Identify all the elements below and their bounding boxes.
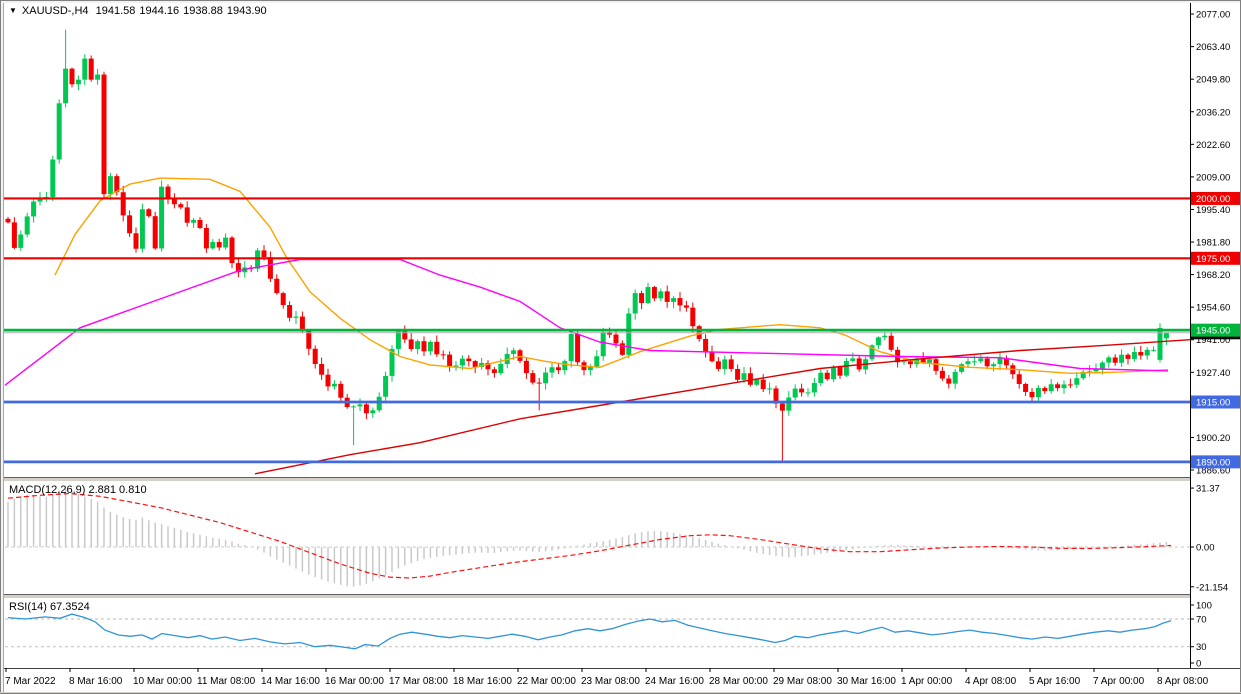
svg-text:23 Mar 08:00: 23 Mar 08:00 [581, 676, 640, 687]
svg-text:1941.00: 1941.00 [1196, 335, 1230, 346]
macd-indicator-label: MACD(12,26,9) 2.881 0.810 [9, 484, 147, 496]
panel-splitter-bar[interactable] [0, 595, 1241, 598]
ma-mid-magenta [4, 258, 1169, 386]
ohlc-high: 1944.16 [139, 5, 180, 17]
svg-text:70: 70 [1196, 614, 1207, 625]
svg-text:10 Mar 00:00: 10 Mar 00:00 [133, 676, 192, 687]
svg-text:28 Mar 00:00: 28 Mar 00:00 [709, 676, 768, 687]
svg-text:8 Apr 08:00: 8 Apr 08:00 [1157, 676, 1209, 687]
svg-text:17 Mar 08:00: 17 Mar 08:00 [389, 676, 448, 687]
svg-text:1915.00: 1915.00 [1196, 398, 1230, 409]
rsi-line [7, 613, 1172, 650]
svg-text:2000.00: 2000.00 [1196, 194, 1230, 205]
svg-text:1981.80: 1981.80 [1196, 238, 1230, 249]
price-axis-badges: 2000.001975.001915.001890.001943.901945.… [1191, 191, 1241, 469]
svg-text:1975.00: 1975.00 [1196, 254, 1230, 265]
time-axis[interactable] [0, 668, 1241, 694]
svg-text:2009.00: 2009.00 [1196, 172, 1230, 183]
svg-text:22 Mar 00:00: 22 Mar 00:00 [517, 676, 576, 687]
svg-text:8 Mar 16:00: 8 Mar 16:00 [69, 676, 123, 687]
chart-title-bar: ▼ XAUUSD-,H4 1941.58 1944.16 1938.88 1943.90 [9, 5, 271, 17]
svg-text:30 Mar 16:00: 30 Mar 16:00 [837, 676, 896, 687]
svg-text:2049.80: 2049.80 [1196, 75, 1230, 86]
svg-text:2077.00: 2077.00 [1196, 10, 1230, 21]
svg-text:-21.154: -21.154 [1196, 582, 1228, 593]
svg-text:31.37: 31.37 [1196, 484, 1220, 495]
time-axis-labels: 7 Mar 2022 8 Mar 16:00 10 Mar 00:00 11 Mar … [5, 668, 1209, 687]
panel-splitter-bar[interactable] [0, 478, 1241, 481]
svg-text:16 Mar 00:00: 16 Mar 00:00 [325, 676, 384, 687]
svg-text:1890.00: 1890.00 [1196, 457, 1230, 468]
svg-text:1995.40: 1995.40 [1196, 205, 1230, 216]
ohlc-close: 1943.90 [226, 5, 267, 17]
svg-text:1900.20: 1900.20 [1196, 433, 1230, 444]
svg-text:14 Mar 16:00: 14 Mar 16:00 [261, 676, 320, 687]
svg-text:1886.60: 1886.60 [1196, 466, 1230, 477]
svg-text:18 Mar 16:00: 18 Mar 16:00 [453, 676, 512, 687]
svg-text:11 Mar 08:00: 11 Mar 08:00 [197, 676, 256, 687]
svg-text:30: 30 [1196, 642, 1207, 653]
macd-signal-line [7, 492, 1172, 579]
ma-fast-orange [54, 177, 1169, 375]
svg-text:1 Apr 00:00: 1 Apr 00:00 [901, 676, 953, 687]
macd-plot-area[interactable] [5, 482, 1190, 594]
svg-text:0: 0 [1196, 659, 1201, 670]
ohlc-low: 1938.88 [183, 5, 223, 17]
ma-slow-darkred [254, 339, 1191, 475]
ohlc-open: 1941.58 [95, 5, 136, 17]
svg-text:1954.60: 1954.60 [1196, 303, 1230, 314]
svg-text:5 Apr 16:00: 5 Apr 16:00 [1029, 676, 1081, 687]
svg-text:0.00: 0.00 [1196, 543, 1215, 554]
rsi-indicator-label: RSI(14) 67.3524 [9, 601, 90, 613]
svg-text:7 Mar 2022: 7 Mar 2022 [5, 676, 56, 687]
panel-separator [0, 594, 1241, 595]
svg-text:100: 100 [1196, 601, 1212, 612]
svg-text:4 Apr 08:00: 4 Apr 08:00 [965, 676, 1017, 687]
symbol-timeframe-label: XAUUSD-,H4 [21, 5, 89, 17]
svg-text:1927.40: 1927.40 [1196, 368, 1230, 379]
rsi-plot-area[interactable] [5, 598, 1190, 667]
svg-text:2063.40: 2063.40 [1196, 42, 1230, 53]
svg-text:2036.20: 2036.20 [1196, 107, 1230, 118]
svg-text:1945.00: 1945.00 [1196, 326, 1230, 337]
main-plot-area[interactable] [5, 4, 1190, 477]
svg-text:2022.60: 2022.60 [1196, 140, 1230, 151]
price-axis[interactable] [1190, 0, 1241, 668]
svg-text:29 Mar 08:00: 29 Mar 08:00 [773, 676, 832, 687]
panel-separator [0, 477, 1241, 478]
collapse-arrow-icon[interactable]: ▼ [9, 6, 17, 15]
svg-text:24 Mar 16:00: 24 Mar 16:00 [645, 676, 704, 687]
time-axis-separator [0, 668, 1241, 669]
svg-text:1968.20: 1968.20 [1196, 270, 1230, 281]
svg-text:7 Apr 00:00: 7 Apr 00:00 [1093, 676, 1145, 687]
horizontal-level-lines [0, 197, 1190, 464]
